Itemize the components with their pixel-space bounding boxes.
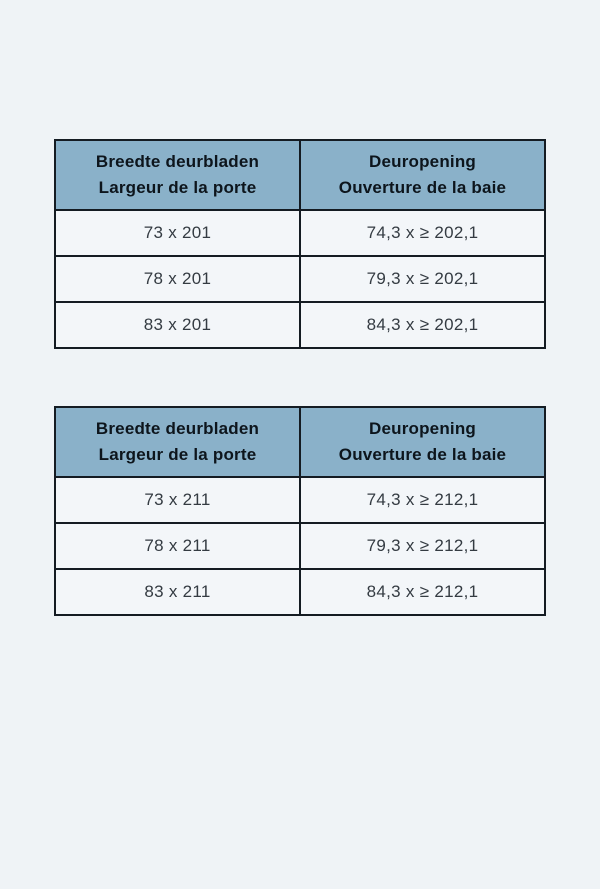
door-opening-cell: 74,3 x ≥ 202,1: [299, 209, 546, 257]
door-width-cell: 78 x 201: [54, 255, 301, 303]
door-opening-cell: 84,3 x ≥ 212,1: [299, 568, 546, 616]
door-opening-cell: 79,3 x ≥ 202,1: [299, 255, 546, 303]
table-row: 83 x 211 84,3 x ≥ 212,1: [54, 568, 546, 616]
table-header-row: Breedte deurbladen Largeur de la porte D…: [54, 139, 546, 211]
header-door-opening-line2: Ouverture de la baie: [338, 445, 507, 464]
header-door-width: Breedte deurbladen Largeur de la porte: [54, 139, 301, 211]
table-row: 78 x 211 79,3 x ≥ 212,1: [54, 522, 546, 570]
door-spec-table-211: Breedte deurbladen Largeur de la porte D…: [54, 406, 546, 616]
door-width-cell: 83 x 201: [54, 301, 301, 349]
header-door-opening-line1: Deuropening: [368, 418, 477, 438]
door-width-cell: 83 x 211: [54, 568, 301, 616]
door-width-cell: 78 x 211: [54, 522, 301, 570]
table-row: 83 x 201 84,3 x ≥ 202,1: [54, 301, 546, 349]
header-door-width-line1: Breedte deurbladen: [95, 151, 260, 171]
header-door-opening-line1: Deuropening: [368, 151, 477, 171]
door-opening-cell: 79,3 x ≥ 212,1: [299, 522, 546, 570]
door-opening-cell: 84,3 x ≥ 202,1: [299, 301, 546, 349]
door-width-cell: 73 x 211: [54, 476, 301, 524]
header-door-opening-line2: Ouverture de la baie: [338, 178, 507, 197]
header-door-width-line2: Largeur de la porte: [98, 445, 257, 464]
header-door-opening: Deuropening Ouverture de la baie: [299, 139, 546, 211]
door-width-cell: 73 x 201: [54, 209, 301, 257]
header-door-width: Breedte deurbladen Largeur de la porte: [54, 406, 301, 478]
door-opening-cell: 74,3 x ≥ 212,1: [299, 476, 546, 524]
table-row: 73 x 201 74,3 x ≥ 202,1: [54, 209, 546, 257]
page: Breedte deurbladen Largeur de la porte D…: [0, 139, 600, 889]
table-row: 73 x 211 74,3 x ≥ 212,1: [54, 476, 546, 524]
table-header-row: Breedte deurbladen Largeur de la porte D…: [54, 406, 546, 478]
header-door-width-line2: Largeur de la porte: [98, 178, 257, 197]
table-row: 78 x 201 79,3 x ≥ 202,1: [54, 255, 546, 303]
header-door-opening: Deuropening Ouverture de la baie: [299, 406, 546, 478]
header-door-width-line1: Breedte deurbladen: [95, 418, 260, 438]
door-spec-table-201: Breedte deurbladen Largeur de la porte D…: [54, 139, 546, 349]
